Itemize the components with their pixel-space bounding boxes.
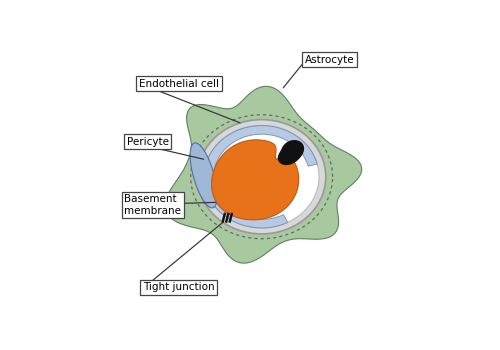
Polygon shape <box>165 86 362 263</box>
Ellipse shape <box>204 126 319 228</box>
Text: Astrocyte: Astrocyte <box>305 55 354 64</box>
Text: Tight junction: Tight junction <box>143 282 214 292</box>
Text: Basement
membrane: Basement membrane <box>124 194 181 216</box>
Polygon shape <box>204 126 317 228</box>
Text: Pericyte: Pericyte <box>127 137 169 147</box>
Ellipse shape <box>198 120 326 234</box>
Polygon shape <box>222 212 226 223</box>
Polygon shape <box>190 143 217 208</box>
Polygon shape <box>278 141 303 164</box>
Polygon shape <box>225 212 230 223</box>
Polygon shape <box>228 212 233 223</box>
Text: Endothelial cell: Endothelial cell <box>139 79 219 89</box>
Polygon shape <box>212 140 298 220</box>
